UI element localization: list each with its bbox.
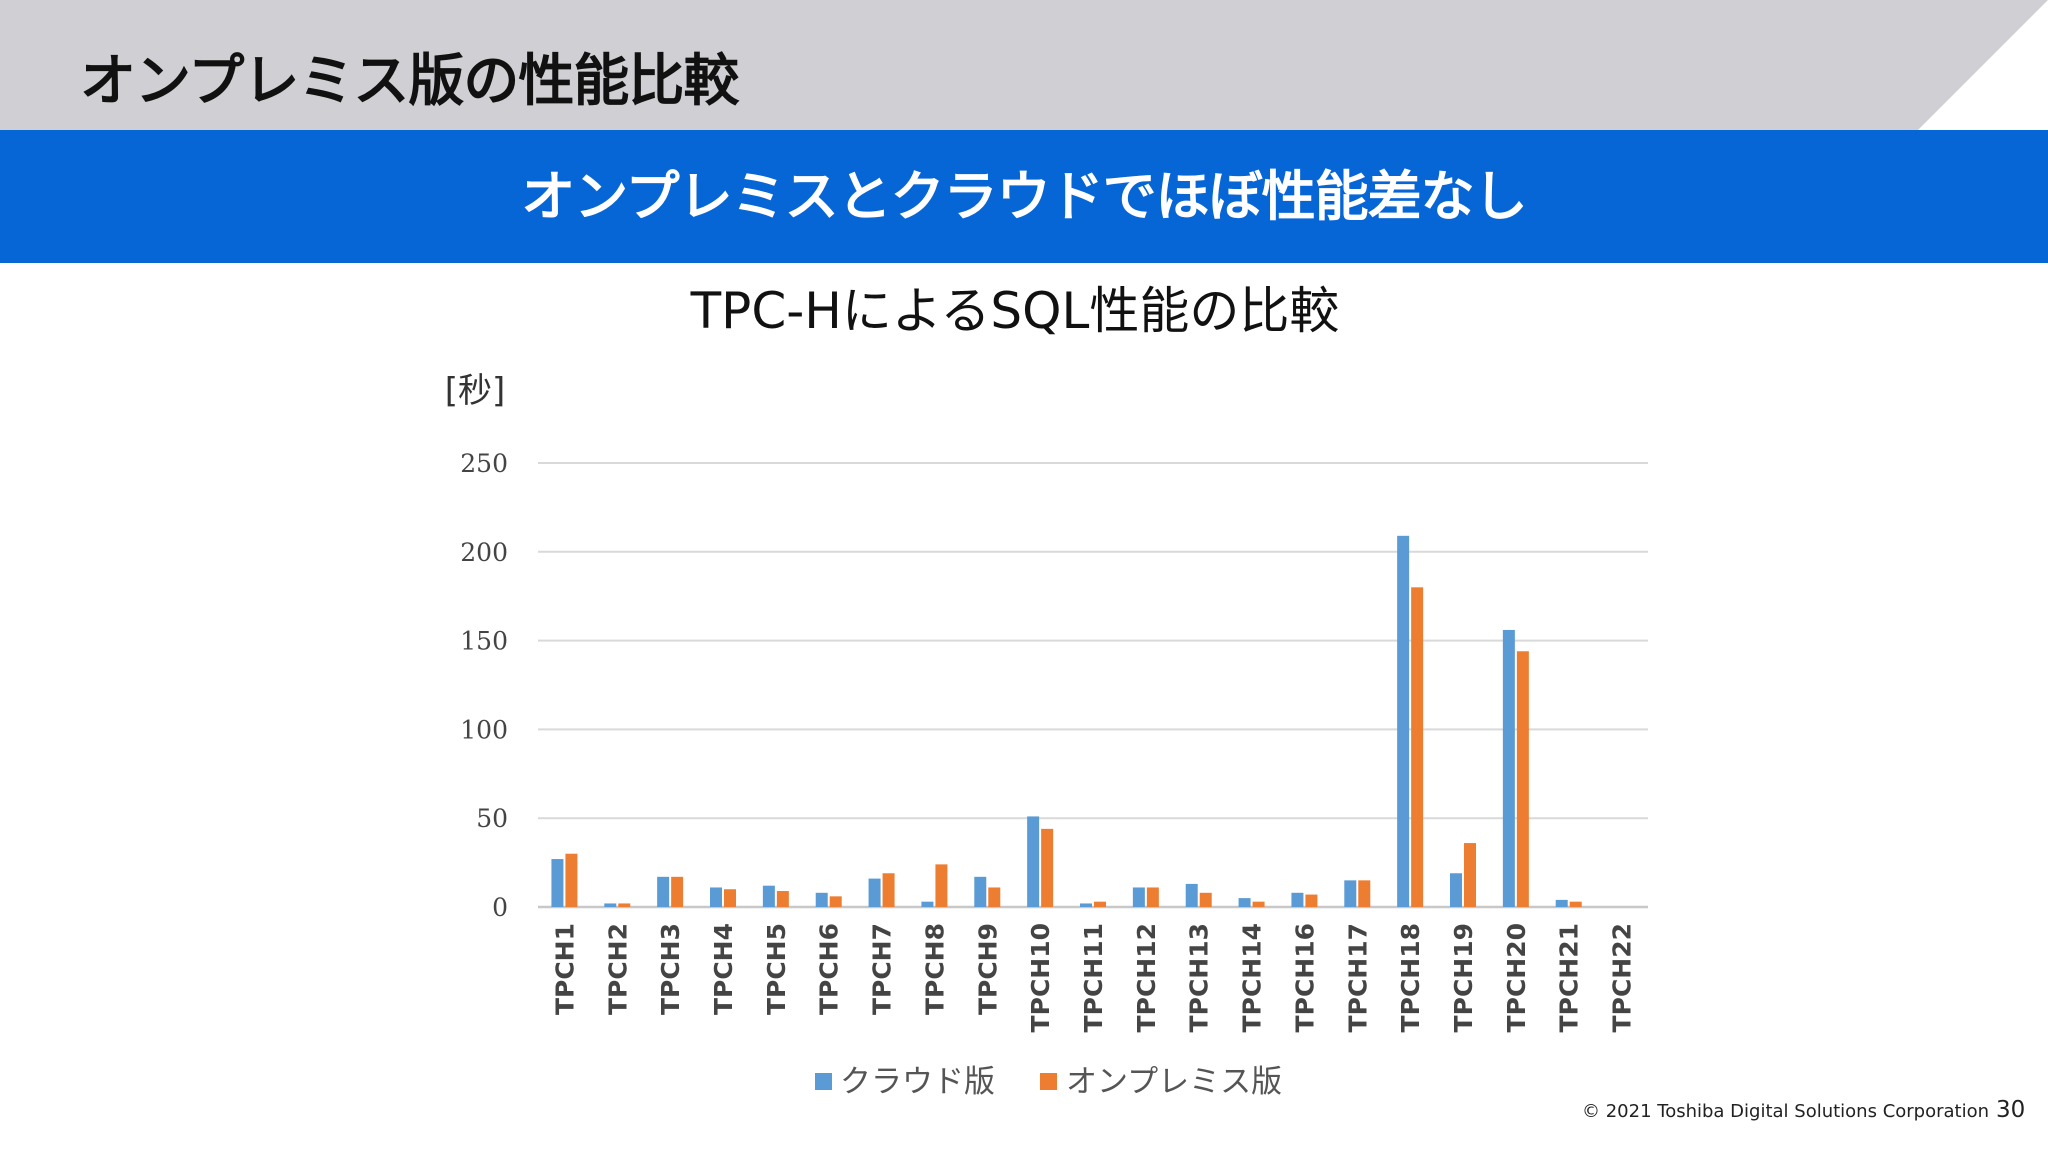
y-tick-label: 150 bbox=[460, 627, 508, 656]
x-tick-label: TPCH11 bbox=[1079, 923, 1108, 1032]
onprem-bar-tpch14 bbox=[1252, 901, 1265, 907]
onprem-bar-tpch8 bbox=[935, 864, 948, 907]
cloud-bar-tpch3 bbox=[657, 876, 670, 907]
onprem-bar-tpch11 bbox=[1094, 901, 1106, 907]
cloud-bar-tpch4 bbox=[710, 887, 722, 907]
x-tick-label: TPCH7 bbox=[868, 923, 897, 1015]
onprem-bar-tpch18 bbox=[1411, 587, 1424, 907]
x-tick-label: TPCH5 bbox=[762, 923, 791, 1015]
x-tick-label: TPCH2 bbox=[603, 923, 632, 1015]
cloud-bar-tpch14 bbox=[1238, 898, 1251, 907]
x-tick-label: TPCH14 bbox=[1238, 923, 1267, 1032]
onprem-bar-tpch12 bbox=[1146, 887, 1159, 907]
gridlines bbox=[538, 462, 1648, 909]
y-tick-label: 250 bbox=[460, 449, 508, 478]
cloud-bar-tpch21 bbox=[1555, 899, 1568, 907]
legend: クラウド版 オンプレミス版 bbox=[815, 1064, 1282, 1100]
onprem-bar-tpch5 bbox=[776, 891, 789, 907]
y-tick-label: 100 bbox=[460, 715, 508, 744]
cloud-bar-tpch6 bbox=[815, 892, 828, 907]
x-tick-label: TPCH22 bbox=[1608, 923, 1637, 1032]
onprem-bar-tpch19 bbox=[1464, 843, 1476, 907]
slide-title: オンプレミス版の性能比較 bbox=[80, 49, 739, 114]
onprem-bar-tpch21 bbox=[1569, 901, 1582, 907]
y-axis-unit-label: [秒] bbox=[445, 371, 506, 411]
page-number: 30 bbox=[1996, 1097, 2026, 1123]
cloud-bar-tpch11 bbox=[1080, 903, 1092, 907]
x-tick-label: TPCH10 bbox=[1026, 923, 1055, 1032]
onprem-bar-tpch7 bbox=[882, 873, 895, 907]
cloud-bar-tpch8 bbox=[921, 901, 934, 907]
x-tick-label: TPCH13 bbox=[1185, 923, 1214, 1032]
cloud-bar-tpch7 bbox=[868, 878, 881, 907]
chart-title: TPC-HによるSQL性能の比較 bbox=[690, 282, 1340, 340]
onprem-bar-tpch17 bbox=[1358, 880, 1371, 907]
onprem-bar-tpch2 bbox=[618, 903, 631, 907]
cloud-bar-tpch12 bbox=[1132, 887, 1145, 907]
cloud-bar-tpch19 bbox=[1450, 873, 1462, 907]
x-tick-label: TPCH4 bbox=[709, 923, 738, 1015]
cloud-bar-tpch16 bbox=[1291, 892, 1304, 907]
legend-swatch-onprem bbox=[1040, 1073, 1057, 1090]
x-axis-ticks: TPCH1 TPCH2 TPCH3 TPCH4 TPCH5 TPCH6 TPCH7 TPCH8… bbox=[550, 923, 1636, 1032]
x-tick-label: TPCH3 bbox=[656, 923, 685, 1015]
cloud-bar-tpch9 bbox=[974, 876, 987, 907]
cloud-bar-tpch10 bbox=[1027, 816, 1040, 907]
x-tick-label: TPCH8 bbox=[920, 923, 949, 1015]
onprem-bar-tpch10 bbox=[1041, 828, 1054, 907]
onprem-bar-tpch20 bbox=[1516, 651, 1529, 907]
x-tick-label: TPCH18 bbox=[1396, 923, 1425, 1032]
cloud-bar-tpch13 bbox=[1185, 883, 1198, 907]
cloud-bar-tpch1 bbox=[551, 859, 564, 907]
headline-banner: オンプレミスとクラウドでほぼ性能差なし bbox=[0, 130, 2048, 263]
title-band bbox=[0, 0, 2048, 130]
onprem-bar-tpch16 bbox=[1305, 894, 1318, 907]
onprem-bar-tpch1 bbox=[565, 853, 578, 907]
legend-label-onprem: オンプレミス版 bbox=[1066, 1064, 1282, 1100]
cloud-bar-tpch20 bbox=[1502, 629, 1515, 907]
onprem-bar-tpch4 bbox=[724, 889, 736, 907]
x-tick-label: TPCH12 bbox=[1132, 923, 1161, 1032]
x-tick-label: TPCH21 bbox=[1555, 923, 1584, 1032]
x-tick-label: TPCH20 bbox=[1502, 923, 1531, 1032]
onprem-bar-tpch6 bbox=[829, 896, 842, 907]
cloud-bar-tpch2 bbox=[604, 903, 617, 907]
x-tick-label: TPCH17 bbox=[1343, 923, 1372, 1032]
legend-label-cloud: クラウド版 bbox=[840, 1064, 995, 1100]
copyright-text: © 2021 Toshiba Digital Solutions Corpora… bbox=[1582, 1101, 1990, 1122]
y-tick-label: 200 bbox=[460, 538, 508, 567]
cloud-bar-tpch17 bbox=[1344, 880, 1357, 907]
legend-swatch-cloud bbox=[815, 1073, 832, 1090]
y-tick-label: 50 bbox=[476, 804, 508, 833]
x-tick-label: TPCH6 bbox=[815, 923, 844, 1015]
x-tick-label: TPCH9 bbox=[973, 923, 1002, 1015]
onprem-bar-tpch9 bbox=[988, 887, 1001, 907]
y-tick-label: 0 bbox=[492, 893, 508, 922]
onprem-bar-tpch3 bbox=[671, 876, 684, 907]
x-tick-label: TPCH16 bbox=[1290, 923, 1319, 1032]
cloud-bar-tpch18 bbox=[1397, 535, 1410, 907]
bar-chart: TPC-HによるSQL性能の比較 [秒] 0 50 100 150 200 250 TPC… bbox=[445, 282, 1648, 1100]
bars bbox=[551, 535, 1582, 907]
x-tick-label: TPCH1 bbox=[550, 923, 579, 1015]
title-band-corner bbox=[1918, 0, 2048, 130]
onprem-bar-tpch13 bbox=[1199, 892, 1212, 907]
x-tick-label: TPCH19 bbox=[1449, 923, 1478, 1032]
headline-text: オンプレミスとクラウドでほぼ性能差なし bbox=[521, 165, 1527, 228]
cloud-bar-tpch5 bbox=[762, 885, 775, 907]
y-axis-ticks: 0 50 100 150 200 250 bbox=[460, 449, 508, 922]
